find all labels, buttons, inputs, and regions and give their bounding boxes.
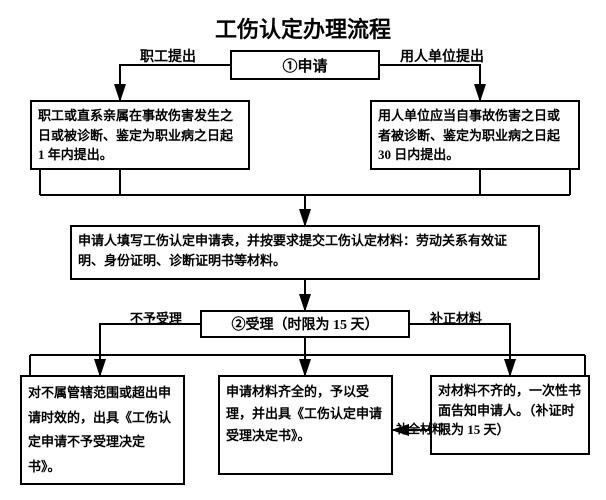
materials-text: 申请人填写工伤认定申请表，并按要求提交工伤认定材料：劳动关系有效证明、身份证明、…	[78, 233, 507, 268]
reject-text: 对不属管辖范围或超出申请时效的，出具《工伤认定申请不予受理决定书》。	[28, 385, 171, 474]
supplement-material2-label: 补全材料	[396, 420, 444, 437]
employer-detail-box: 用人单位应当自事故伤害之日或者被诊断、鉴定为职业病之日起 30 日内提出。	[370, 100, 580, 170]
step2-box: ②受理（时限为 15 天）	[200, 310, 410, 338]
employer-detail-text: 用人单位应当自事故伤害之日或者被诊断、鉴定为职业病之日起 30 日内提出。	[378, 108, 560, 162]
materials-box: 申请人填写工伤认定申请表，并按要求提交工伤认定材料：劳动关系有效证明、身份证明、…	[70, 225, 540, 280]
incomplete-text: 对材料不齐的，一次性书面告知申请人。（补证时限为 15 天）	[438, 383, 581, 437]
incomplete-box: 对材料不齐的，一次性书面告知申请人。（补证时限为 15 天）	[430, 375, 590, 455]
supplement-material-label: 补正材料	[430, 308, 482, 327]
employee-detail-text: 职工或直系亲属在事故伤害发生之日或被诊断、鉴定为职业病之日起 1 年内提出。	[38, 108, 233, 162]
step1-box: ①申请	[230, 50, 380, 80]
reject-box: 对不属管辖范围或超出申请时效的，出具《工伤认定申请不予受理决定书》。	[20, 375, 185, 485]
employee-apply-label: 职工提出	[140, 46, 196, 66]
employee-detail-box: 职工或直系亲属在事故伤害发生之日或被诊断、鉴定为职业病之日起 1 年内提出。	[30, 100, 250, 170]
employer-apply-label: 用人单位提出	[400, 46, 484, 66]
accept-text: 申请材料齐全的，予以受理，并出具《工伤认定申请受理决定书》。	[226, 384, 382, 443]
page-title: 工伤认定办理流程	[0, 12, 606, 44]
step2-text: ②受理（时限为 15 天）	[232, 318, 379, 333]
not-accepted-label: 不予受理	[130, 308, 182, 327]
accept-box: 申请材料齐全的，予以受理，并出具《工伤认定申请受理决定书》。	[218, 375, 393, 475]
step1-text: ①申请	[282, 59, 327, 75]
